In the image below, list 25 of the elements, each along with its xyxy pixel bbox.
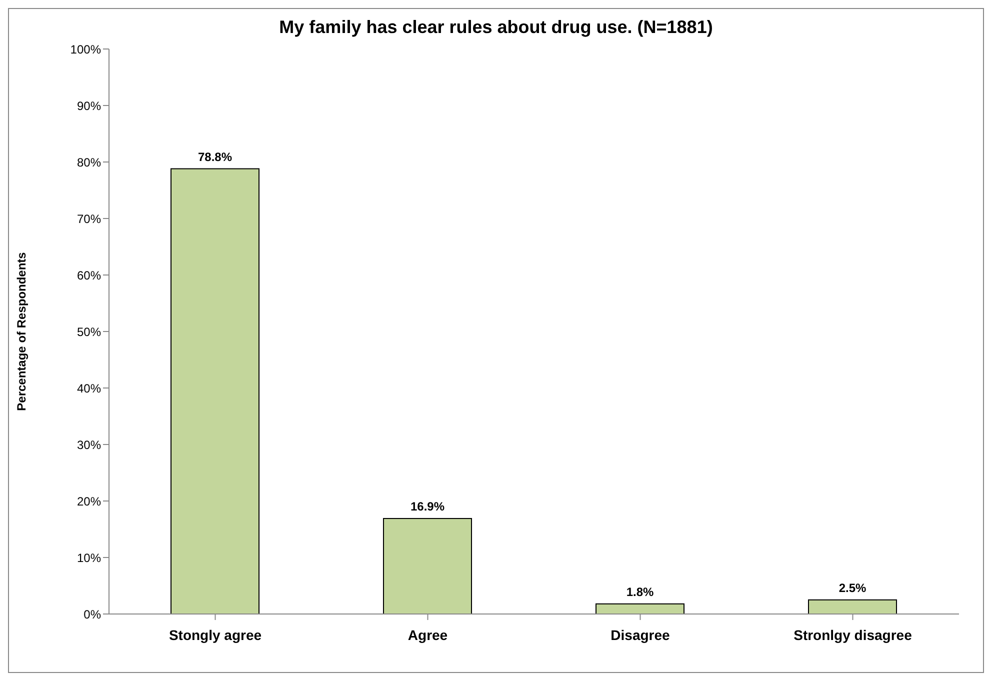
bar (808, 599, 897, 614)
bar (596, 603, 684, 614)
bar (383, 518, 472, 614)
x-tick-label: Agree (408, 626, 448, 643)
bar (170, 168, 260, 614)
y-tick-label: 0% (84, 607, 102, 622)
y-tick-label: 80% (76, 155, 102, 170)
chart-title: My family has clear rules about drug use. (N=1881) (278, 17, 714, 38)
y-tick-label: 100% (70, 42, 102, 56)
y-tick-label: 50% (76, 324, 102, 339)
y-tick-label: 60% (76, 268, 102, 282)
y-tick-label: 90% (76, 98, 102, 113)
y-tick-label: 40% (76, 381, 102, 396)
x-tick-label: Stronlgy disagree (794, 626, 912, 643)
data-label: 2.5% (838, 580, 866, 595)
y-axis-title: Percentage of Respondents (14, 252, 28, 411)
y-tick-label: 20% (76, 494, 102, 508)
y-tick-label: 70% (76, 212, 102, 226)
x-tick-label: Stongly agree (168, 626, 262, 643)
y-tick-label: 30% (76, 438, 102, 452)
data-label: 1.8% (626, 584, 654, 599)
x-tick-label: Disagree (610, 626, 670, 643)
y-tick-label: 10% (76, 550, 102, 565)
data-label: 16.9% (410, 500, 445, 514)
data-label: 78.8% (198, 150, 232, 164)
